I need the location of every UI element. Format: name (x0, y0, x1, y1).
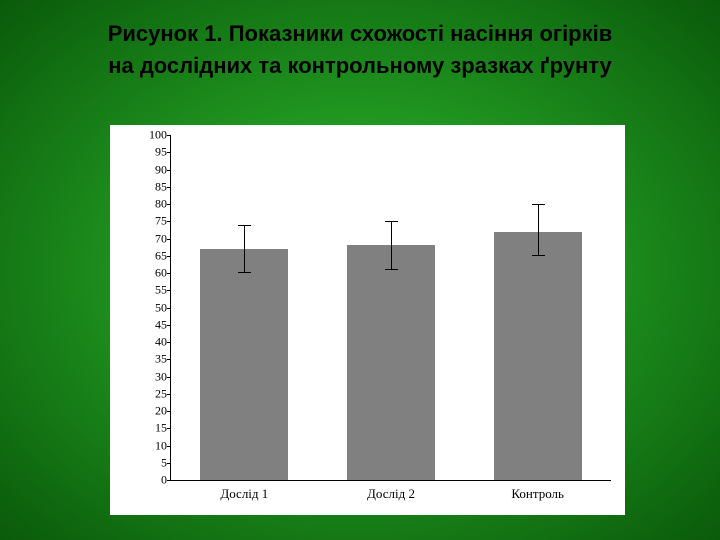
chart-area: 0510152025303540455055606570758085909510… (110, 125, 625, 515)
y-tick-mark (167, 204, 171, 205)
y-tick-mark (167, 273, 171, 274)
x-category-label: Дослід 2 (367, 486, 415, 502)
bar (494, 232, 582, 480)
y-tick-mark (167, 239, 171, 240)
y-tick-mark (167, 480, 171, 481)
y-tick-mark (167, 394, 171, 395)
y-tick-mark (167, 377, 171, 378)
y-tick-mark (167, 187, 171, 188)
y-tick-mark (167, 135, 171, 136)
y-tick-mark (167, 256, 171, 257)
error-bar (244, 225, 245, 273)
y-tick-mark (167, 170, 171, 171)
y-tick-mark (167, 308, 171, 309)
title-line-2: на дослідних та контрольному зразках ґру… (108, 53, 612, 78)
bar (200, 249, 288, 480)
error-bar (391, 221, 392, 269)
y-tick-mark (167, 446, 171, 447)
y-tick-mark (167, 152, 171, 153)
y-tick-mark (167, 325, 171, 326)
y-tick-mark (167, 411, 171, 412)
title-line-1: Рисунок 1. Показники схожості насіння ог… (108, 21, 613, 46)
bar (347, 245, 435, 480)
slide: Рисунок 1. Показники схожості насіння ог… (0, 0, 720, 540)
x-category-label: Контроль (511, 486, 564, 502)
x-category-label: Дослід 1 (220, 486, 268, 502)
y-tick-mark (167, 221, 171, 222)
error-bar (538, 204, 539, 256)
y-tick-mark (167, 428, 171, 429)
chart-title: Рисунок 1. Показники схожості насіння ог… (30, 18, 690, 82)
plot-area: 0510152025303540455055606570758085909510… (170, 135, 611, 481)
y-tick-mark (167, 359, 171, 360)
y-tick-mark (167, 463, 171, 464)
y-tick-mark (167, 290, 171, 291)
y-tick-mark (167, 342, 171, 343)
